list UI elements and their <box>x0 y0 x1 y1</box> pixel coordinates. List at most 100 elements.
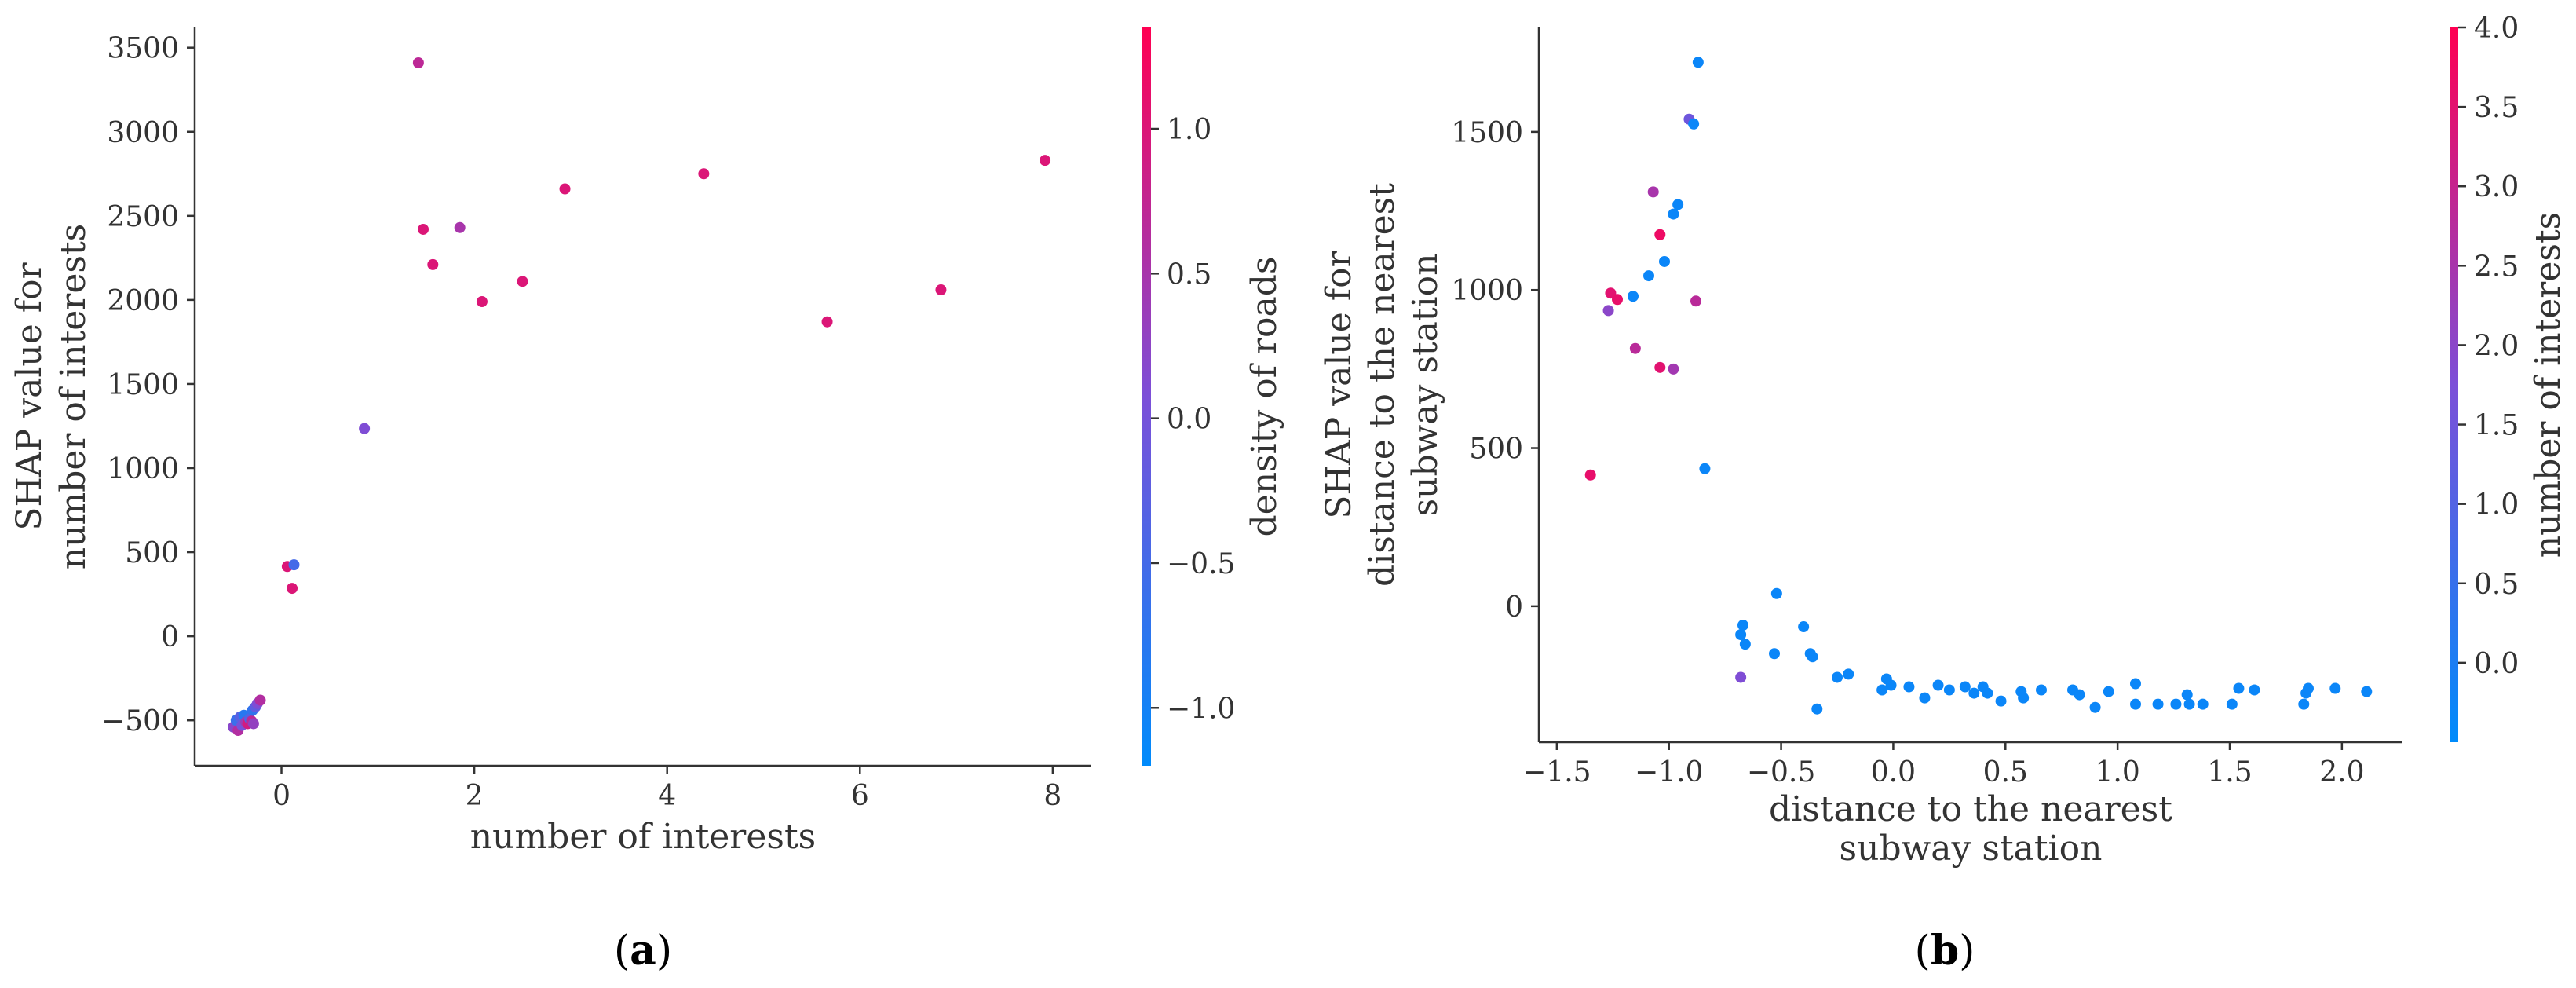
data-point <box>288 559 300 571</box>
data-point <box>2183 698 2195 710</box>
x-axis-label: distance to the nearest <box>1769 789 2172 829</box>
data-point <box>1832 671 1843 683</box>
data-point <box>476 296 488 308</box>
x-axis-label: subway station <box>1840 829 2103 869</box>
data-point <box>247 718 259 730</box>
y-tick-label: 2000 <box>107 285 179 317</box>
panel-label: (b) <box>1915 927 1975 975</box>
x-tick-label: 0 <box>272 780 290 812</box>
colorbar-tick-label: 2.0 <box>2474 330 2519 362</box>
colorbar-tick-label: 1.5 <box>2474 410 2519 442</box>
data-point <box>517 276 528 287</box>
colorbar-tick-label: 1.0 <box>2474 489 2519 521</box>
data-point <box>1690 295 1701 307</box>
y-tick-label: 3500 <box>107 33 179 65</box>
colorbar-tick-label: 0.5 <box>2474 569 2519 601</box>
colorbar-tick-label: 0.0 <box>2474 648 2519 680</box>
data-point <box>1692 57 1704 68</box>
data-point <box>2303 682 2314 694</box>
panel-a: 0 2 4 6 8 −500 0 500 1000 1500 2000 2500 3000 3500 num… <box>9 27 1284 975</box>
colorbar <box>2450 27 2458 742</box>
data-point <box>559 183 571 195</box>
data-point <box>1584 469 1596 481</box>
colorbar-tick-label: −0.5 <box>1167 548 1235 580</box>
data-point <box>2197 698 2209 710</box>
data-point <box>427 258 439 270</box>
data-point <box>1602 305 1614 317</box>
data-point <box>2089 701 2101 713</box>
y-axis-label: SHAP value for <box>9 262 49 530</box>
colorbar-tick-label: 2.5 <box>2474 251 2519 283</box>
data-point <box>1959 681 1971 693</box>
x-tick-label: −0.5 <box>1747 756 1815 789</box>
data-point <box>2329 682 2341 694</box>
data-point <box>2361 686 2373 697</box>
colorbar-tick-label: 3.0 <box>2474 171 2519 203</box>
data-point <box>1668 208 1679 220</box>
colorbar-tick-label: 1.0 <box>1167 114 1211 146</box>
data-point <box>287 583 298 595</box>
data-point <box>2181 689 2193 701</box>
x-tick-label: 6 <box>851 780 869 812</box>
colorbar-tick-label: 4.0 <box>2474 13 2519 45</box>
data-point <box>1688 118 1700 130</box>
y-tick-label: 1500 <box>107 369 179 401</box>
x-tick-label: 2 <box>466 780 484 812</box>
y-axis-label: number of interests <box>53 224 93 569</box>
y-tick-label: 1500 <box>1451 117 1523 149</box>
data-point <box>1943 684 1955 696</box>
data-point <box>2130 678 2141 690</box>
data-point <box>1968 687 1980 699</box>
data-point <box>418 223 429 235</box>
x-tick-label: 1.0 <box>2096 756 2140 789</box>
colorbar <box>1142 27 1151 766</box>
x-tick-label: 0.0 <box>1871 756 1916 789</box>
y-tick-label: 500 <box>125 537 179 569</box>
colorbar-label: number of interests <box>2528 212 2568 558</box>
data-point <box>2018 692 2030 704</box>
x-axis-label: number of interests <box>470 817 816 857</box>
y-tick-label: 0 <box>1505 591 1523 624</box>
data-point <box>2074 689 2085 701</box>
data-point <box>935 284 947 296</box>
data-point <box>821 316 833 328</box>
data-point <box>1770 587 1782 599</box>
data-point <box>698 168 710 180</box>
data-point <box>254 694 266 706</box>
data-point <box>1735 629 1747 641</box>
data-point <box>1040 155 1051 166</box>
y-tick-label: 0 <box>161 621 179 653</box>
data-point <box>2103 686 2114 697</box>
x-tick-label: 1.5 <box>2207 756 2252 789</box>
data-point <box>1735 671 1747 683</box>
data-point <box>1647 186 1659 198</box>
data-point <box>2170 698 2182 710</box>
data-point <box>1798 621 1810 633</box>
x-tick-label: 4 <box>658 780 676 812</box>
data-point <box>1739 639 1751 650</box>
colorbar-tick-label: 0.0 <box>1167 404 1211 436</box>
y-tick-label: 500 <box>1469 434 1523 466</box>
panel-b: −1.5 −1.0 −0.5 0.0 0.5 1.0 1.5 2.0 0 500 1000 1500 d… <box>1319 13 2568 975</box>
colorbar-tick-label: 3.5 <box>2474 92 2519 124</box>
data-point <box>1628 291 1639 302</box>
data-point <box>2298 698 2310 710</box>
data-point <box>1659 255 1670 267</box>
y-axis-label: SHAP value for <box>1319 250 1359 518</box>
data-point <box>1876 684 1888 696</box>
data-point <box>454 221 466 233</box>
data-point <box>2226 698 2238 710</box>
data-point <box>1699 463 1711 474</box>
y-tick-label: −500 <box>101 705 179 737</box>
colorbar-tick-label: −1.0 <box>1167 693 1235 725</box>
data-point <box>1919 692 1931 704</box>
y-tick-label: 3000 <box>107 117 179 149</box>
data-point <box>1885 679 1897 691</box>
data-point <box>2233 682 2245 694</box>
data-point <box>2249 684 2260 696</box>
y-tick-label: 2500 <box>107 201 179 233</box>
x-tick-label: 2.0 <box>2319 756 2364 789</box>
data-point <box>1612 294 1623 306</box>
data-point <box>1932 679 1944 691</box>
